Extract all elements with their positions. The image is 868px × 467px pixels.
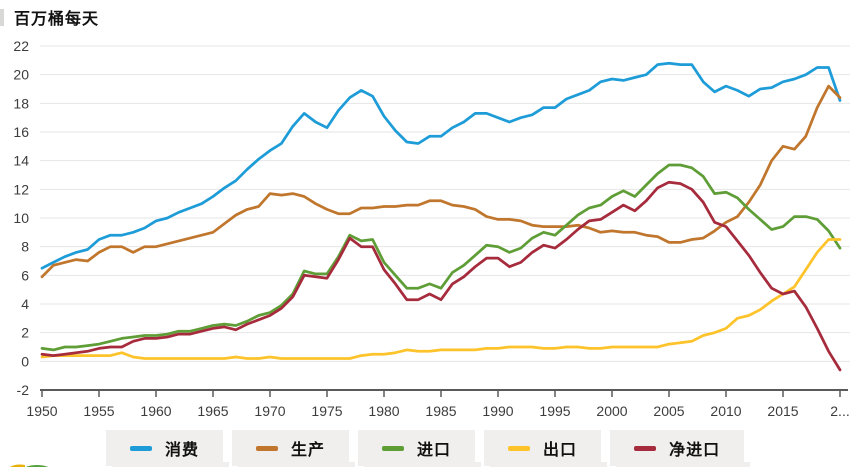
- legend-color-dash: [256, 445, 279, 451]
- x-tick-label: 1950: [26, 403, 57, 419]
- x-tick-label: 1990: [482, 403, 513, 419]
- x-tick-label: 1985: [425, 403, 456, 419]
- x-tick-label: 1955: [83, 403, 114, 419]
- series-line-consumption[interactable]: [40, 61, 842, 270]
- x-tick-label: 1960: [140, 403, 171, 419]
- series-line-net-imports[interactable]: [40, 180, 842, 372]
- legend-ghost-row: [112, 462, 750, 467]
- legend: 消费 生产 进口 出口 净进口: [106, 430, 745, 466]
- x-tick-label: 1970: [254, 403, 285, 419]
- x-tick-label: 1965: [197, 403, 228, 419]
- legend-item-exports[interactable]: 出口: [484, 430, 602, 466]
- y-tick-label: -2: [17, 382, 30, 398]
- x-tick-label: 2005: [653, 403, 684, 419]
- series-line-production[interactable]: [40, 84, 842, 279]
- series-line-exports[interactable]: [40, 238, 842, 360]
- legend-ghost-box: [112, 462, 229, 467]
- y-tick-label: 16: [13, 124, 29, 140]
- x-tick-label: 2010: [710, 403, 741, 419]
- legend-label: 净进口: [669, 442, 721, 459]
- x-tick-label: 2...: [830, 403, 849, 419]
- y-tick-label: 18: [13, 95, 29, 111]
- y-tick-label: 14: [13, 153, 29, 169]
- y-tick-label: 12: [13, 181, 29, 197]
- legend-color-dash: [130, 445, 152, 451]
- legend-item-imports[interactable]: 进口: [358, 430, 476, 466]
- y-tick-label: 2: [21, 325, 29, 341]
- legend-label: 消费: [165, 442, 200, 459]
- y-tick-label: 20: [13, 67, 29, 83]
- logo-fragment: [6, 461, 56, 467]
- legend-ghost-box: [364, 462, 481, 467]
- y-tick-label: 10: [13, 210, 29, 226]
- legend-ghost-box: [238, 462, 355, 467]
- legend-ghost-box: [490, 462, 607, 467]
- logo-swoosh-icon: [9, 464, 25, 467]
- y-tick-label: 6: [21, 267, 29, 283]
- page-edge-mark: [0, 9, 4, 26]
- legend-item-consumption[interactable]: 消费: [106, 430, 224, 466]
- x-tick-label: 1995: [539, 403, 570, 419]
- legend-item-net-imports[interactable]: 净进口: [610, 430, 745, 466]
- legend-item-production[interactable]: 生产: [232, 430, 350, 466]
- x-tick-label: 1980: [368, 403, 399, 419]
- legend-color-dash: [382, 445, 405, 451]
- series-line-imports[interactable]: [40, 163, 842, 352]
- legend-label: 生产: [291, 442, 326, 459]
- x-tick-label: 1975: [311, 403, 342, 419]
- x-tick-label: 2015: [767, 403, 798, 419]
- y-tick-label: 8: [21, 239, 29, 255]
- y-tick-label: 4: [21, 296, 29, 312]
- legend-ghost-box: [616, 462, 750, 467]
- chart-title: 百万桶每天: [14, 11, 100, 28]
- legend-label: 进口: [417, 442, 452, 459]
- legend-color-dash: [508, 445, 531, 451]
- legend-color-dash: [634, 445, 657, 451]
- legend-label: 出口: [543, 442, 578, 459]
- x-tick-label: 2000: [596, 403, 627, 419]
- y-tick-label: 22: [13, 38, 29, 54]
- y-tick-label: 0: [21, 353, 29, 369]
